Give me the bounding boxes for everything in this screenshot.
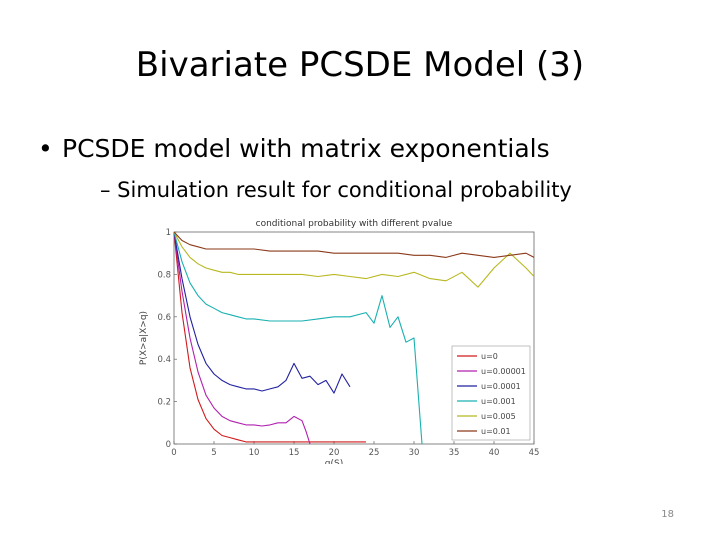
y-tick-label: 0.2	[157, 398, 171, 408]
series-line	[173, 231, 351, 394]
series-line	[173, 231, 423, 445]
y-tick-label: 0.4	[157, 355, 171, 365]
bullet-dot-icon: •	[38, 134, 53, 163]
bullet-sub: – Simulation result for conditional prob…	[100, 178, 572, 202]
plot-frame	[173, 231, 535, 445]
chart-title: conditional probability with different p…	[256, 219, 453, 229]
x-tick-label: 20	[329, 448, 340, 458]
series-line	[173, 231, 311, 445]
x-tick-label: 25	[369, 448, 380, 458]
x-tick-label: 15	[289, 448, 300, 458]
legend-label: u=0.001	[481, 397, 516, 406]
legend-label: u=0.01	[481, 427, 511, 436]
y-tick-label: 0	[166, 440, 171, 450]
legend-label: u=0.00001	[481, 367, 526, 376]
x-tick-label: 5	[211, 448, 216, 458]
x-tick-label: 45	[529, 448, 540, 458]
x-tick-label: 10	[249, 448, 260, 458]
y-tick-label: 0.8	[157, 270, 171, 280]
series-line	[173, 231, 535, 288]
series-line	[173, 231, 366, 443]
y-tick-label: 1	[166, 228, 171, 238]
series-line	[173, 231, 535, 258]
slide-title: Bivariate PCSDE Model (3)	[135, 45, 585, 85]
y-axis-label: P(X>a|X>q)	[139, 311, 149, 365]
legend-label: u=0.0001	[481, 382, 521, 391]
y-tick-label: 0.6	[157, 313, 171, 323]
x-tick-label: 40	[489, 448, 500, 458]
bullet-main-text: PCSDE model with matrix exponentials	[62, 134, 550, 163]
x-tick-label: 30	[409, 448, 420, 458]
conditional-probability-chart: conditional probability with different p…	[139, 219, 540, 464]
legend-label: u=0.005	[481, 412, 516, 421]
bullet-main: • PCSDE model with matrix exponentials	[38, 134, 550, 163]
x-tick-label: 0	[171, 448, 176, 458]
x-axis-label: q(S)	[325, 459, 343, 464]
legend-label: u=0	[481, 352, 498, 361]
legend-box	[451, 345, 531, 441]
x-tick-label: 35	[449, 448, 460, 458]
slide-number: 18	[661, 509, 674, 520]
